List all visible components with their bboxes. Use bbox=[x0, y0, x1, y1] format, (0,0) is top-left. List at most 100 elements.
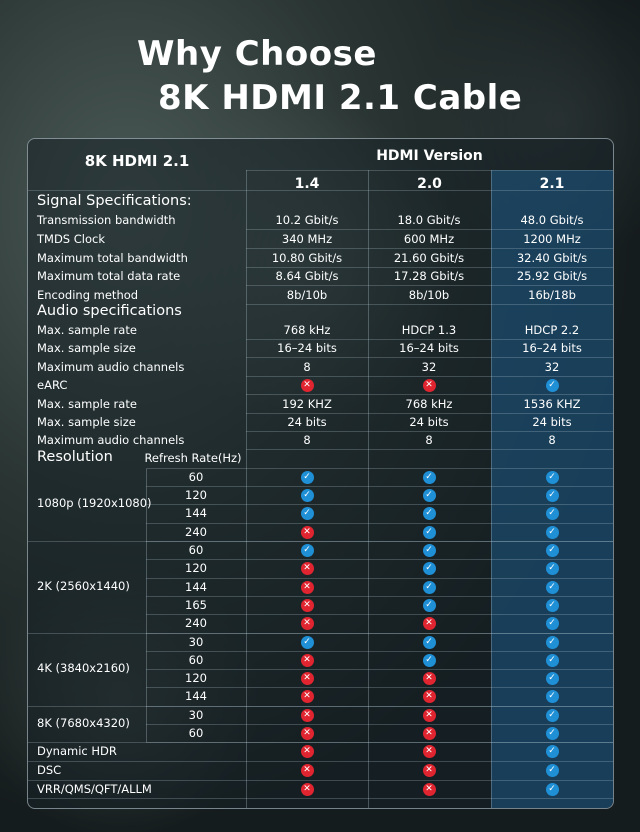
refresh-rate-value: 60 bbox=[188, 652, 204, 667]
audio-spec-row: Max. sample size 16–24 bits 16–24 bits 16–2… bbox=[28, 339, 613, 358]
check-circle-icon: ✓ bbox=[545, 544, 559, 557]
check-circle-icon: ✓ bbox=[545, 745, 559, 759]
check-circle-icon: ✓ bbox=[422, 489, 436, 503]
row-divider bbox=[146, 687, 613, 689]
row-divider bbox=[146, 724, 613, 725]
refresh-rate-value: 60 bbox=[188, 726, 204, 740]
row-divider bbox=[146, 467, 613, 469]
check-circle-icon: ✓ bbox=[300, 489, 314, 503]
cell-value: 192 KHZ bbox=[282, 396, 332, 411]
row-divider bbox=[28, 190, 613, 191]
cell-value: 10.2 Gbit/s bbox=[275, 213, 339, 227]
cross-circle-icon: ✕ bbox=[422, 782, 436, 796]
cross-circle-icon: ✕ bbox=[300, 690, 314, 704]
refresh-rate-value: 165 bbox=[185, 597, 207, 612]
row-divider bbox=[28, 541, 613, 542]
column-divider bbox=[491, 170, 492, 808]
cross-circle-icon: ✕ bbox=[422, 672, 436, 686]
check-circle-icon: ✓ bbox=[422, 470, 436, 484]
row-label: VRR/QMS/QFT/ALLM bbox=[37, 781, 152, 796]
row-label: Maximum audio channels bbox=[37, 359, 185, 374]
column-header-2-1: 2.1 bbox=[539, 176, 565, 192]
check-circle-icon: ✓ bbox=[545, 782, 559, 796]
row-divider bbox=[146, 577, 613, 579]
row-divider bbox=[28, 760, 613, 762]
cross-circle-icon: ✕ bbox=[300, 653, 314, 667]
feature-row: Dynamic HDR bbox=[28, 742, 613, 761]
refresh-rate-value: 144 bbox=[185, 689, 207, 704]
check-circle-icon: ✓ bbox=[545, 580, 559, 594]
resolution-group-label: 1080p (1920x1080) bbox=[37, 496, 152, 511]
audio-spec-row: Max. sample rate 192 KHZ 768 kHz 1536 KHZ bbox=[28, 395, 613, 414]
check-circle-icon: ✓ bbox=[422, 653, 436, 667]
row-label: Encoding method bbox=[37, 288, 139, 303]
check-circle-icon: ✓ bbox=[300, 507, 314, 521]
row-divider bbox=[246, 431, 613, 432]
cell-value: 8.64 Gbit/s bbox=[275, 269, 339, 284]
cross-circle-icon: ✕ bbox=[422, 764, 436, 777]
signal-spec-row: Maximum total data rate 8.64 Gbit/s 17.28 … bbox=[28, 267, 613, 286]
row-label: Maximum total data rate bbox=[37, 269, 181, 284]
cross-circle-icon: ✕ bbox=[422, 379, 436, 393]
cross-circle-icon: ✕ bbox=[422, 617, 436, 631]
resolution-group-label: 2K (2560x1440) bbox=[37, 578, 130, 593]
cross-circle-icon: ✕ bbox=[422, 708, 436, 722]
row-label: Maximum total bandwidth bbox=[37, 250, 188, 265]
row-divider bbox=[146, 486, 613, 488]
cross-circle-icon: ✕ bbox=[300, 617, 314, 631]
feature-row: DSC bbox=[28, 761, 613, 780]
cell-value: 8b/10b bbox=[408, 288, 450, 303]
column-divider bbox=[368, 170, 369, 808]
cell-value: 24 bits bbox=[532, 415, 572, 429]
refresh-rate-value: 30 bbox=[188, 634, 204, 649]
check-circle-icon: ✓ bbox=[422, 598, 436, 612]
row-divider bbox=[146, 522, 613, 524]
row-divider bbox=[246, 304, 613, 306]
cross-circle-icon: ✕ bbox=[300, 672, 314, 686]
row-divider bbox=[246, 266, 613, 268]
cell-value: HDCP 1.3 bbox=[401, 323, 457, 337]
cell-value: 8 bbox=[303, 359, 311, 374]
section-title: Signal Specifications: bbox=[37, 193, 192, 209]
row-label: Maximum audio channels bbox=[37, 433, 185, 448]
signal-spec-row: Encoding method 8b/10b 8b/10b 16b/18b bbox=[28, 286, 613, 305]
check-circle-icon: ✓ bbox=[545, 672, 559, 686]
refresh-rate-value: 120 bbox=[185, 671, 207, 686]
cell-value: 18.0 Gbit/s bbox=[397, 213, 461, 227]
refresh-rate-value: 60 bbox=[188, 469, 204, 484]
row-label: Max. sample size bbox=[37, 415, 136, 429]
row-divider bbox=[146, 650, 613, 652]
row-label: DSC bbox=[37, 763, 62, 777]
cell-value: 8b/10b bbox=[286, 288, 328, 303]
cross-circle-icon: ✕ bbox=[300, 727, 314, 740]
column-header-1-4: 1.4 bbox=[294, 176, 320, 192]
page-title-line1: Why Choose bbox=[137, 34, 377, 74]
cell-value: 24 bits bbox=[409, 415, 449, 429]
cell-value: 8 bbox=[425, 433, 433, 448]
row-divider bbox=[146, 705, 613, 707]
cell-value: HDCP 2.2 bbox=[524, 323, 580, 337]
refresh-rate-value: 30 bbox=[188, 707, 204, 722]
refresh-rate-value: 120 bbox=[185, 561, 207, 576]
row-label: Max. sample size bbox=[37, 341, 136, 356]
cell-value: 16–24 bits bbox=[522, 341, 582, 356]
cell-value: 16–24 bits bbox=[277, 341, 337, 356]
cell-value: 1200 MHz bbox=[523, 231, 581, 246]
column-divider bbox=[246, 170, 247, 808]
cross-circle-icon: ✕ bbox=[300, 764, 314, 777]
row-divider bbox=[146, 669, 613, 671]
check-circle-icon: ✓ bbox=[422, 562, 436, 576]
cross-circle-icon: ✕ bbox=[300, 708, 314, 722]
check-circle-icon: ✓ bbox=[422, 580, 436, 594]
page-title-line2: 8K HDMI 2.1 Cable bbox=[158, 78, 523, 118]
check-circle-icon: ✓ bbox=[545, 379, 559, 393]
row-label: Max. sample rate bbox=[37, 323, 137, 337]
cell-value: 32.40 Gbit/s bbox=[516, 250, 588, 265]
check-circle-icon: ✓ bbox=[545, 507, 559, 521]
row-divider bbox=[146, 541, 613, 542]
row-divider bbox=[28, 705, 613, 707]
check-circle-icon: ✓ bbox=[422, 544, 436, 557]
refresh-column-divider bbox=[146, 469, 147, 743]
cell-value: 25.92 Gbit/s bbox=[516, 269, 588, 284]
refresh-rate-value: 60 bbox=[188, 543, 204, 557]
